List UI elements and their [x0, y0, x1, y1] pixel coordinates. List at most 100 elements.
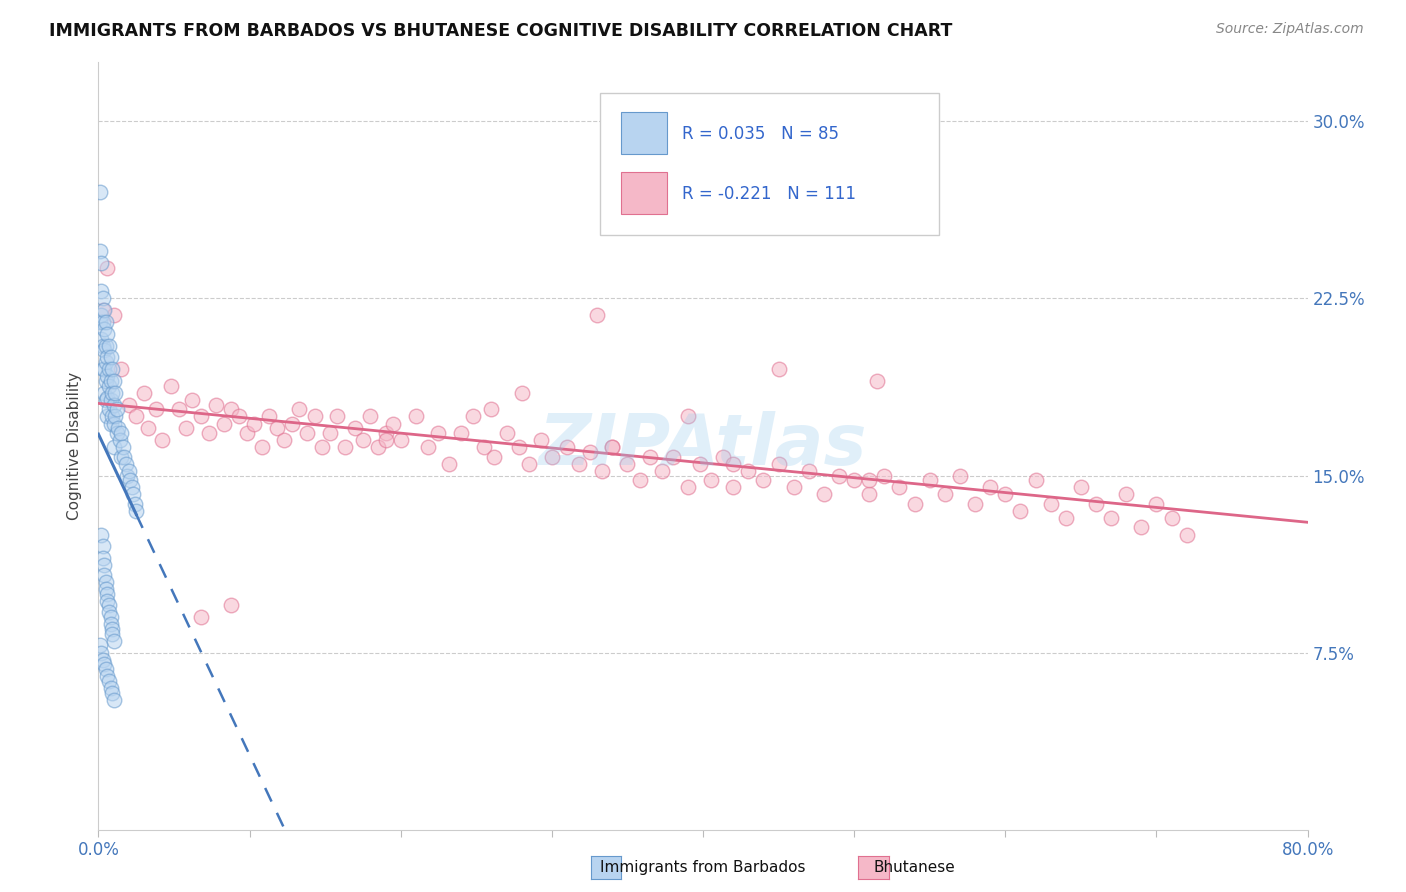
- Point: [1099, 511, 1122, 525]
- Text: Immigrants from Barbados: Immigrants from Barbados: [600, 860, 806, 874]
- Point: [107, 421, 129, 435]
- Point: [1115, 487, 1137, 501]
- Text: ZIPAtlas: ZIPAtlas: [538, 411, 868, 481]
- Point: [723, 457, 745, 471]
- Point: [295, 425, 318, 440]
- Text: Source: ZipAtlas.com: Source: ZipAtlas.com: [1216, 22, 1364, 37]
- Point: [934, 487, 956, 501]
- Point: [110, 362, 132, 376]
- Point: [508, 440, 530, 454]
- Point: [797, 464, 820, 478]
- Point: [94, 374, 117, 388]
- Point: [197, 425, 219, 440]
- Point: [382, 417, 405, 431]
- Point: [90, 646, 112, 660]
- Point: [723, 480, 745, 494]
- Point: [93, 362, 115, 376]
- Point: [844, 473, 866, 487]
- Point: [98, 402, 121, 417]
- Point: [463, 409, 485, 424]
- Point: [94, 315, 117, 329]
- Point: [160, 379, 183, 393]
- Point: [367, 440, 389, 454]
- Text: R = -0.221   N = 111: R = -0.221 N = 111: [682, 185, 856, 202]
- Point: [828, 468, 851, 483]
- Point: [517, 457, 540, 471]
- Point: [1010, 504, 1032, 518]
- Y-axis label: Cognitive Disability: Cognitive Disability: [67, 372, 83, 520]
- Point: [91, 339, 114, 353]
- Point: [93, 322, 115, 336]
- Point: [586, 308, 609, 322]
- Point: [89, 244, 111, 259]
- Point: [103, 440, 125, 454]
- FancyBboxPatch shape: [600, 93, 939, 235]
- Point: [602, 440, 624, 454]
- Point: [100, 351, 122, 365]
- Point: [136, 421, 159, 435]
- Point: [949, 468, 972, 483]
- Point: [711, 450, 734, 464]
- Point: [212, 417, 235, 431]
- Point: [326, 409, 349, 424]
- Point: [858, 473, 880, 487]
- Point: [737, 464, 759, 478]
- Point: [638, 450, 661, 464]
- Point: [1054, 511, 1077, 525]
- Point: [114, 457, 136, 471]
- Point: [103, 417, 125, 431]
- Point: [221, 599, 243, 613]
- Point: [257, 409, 280, 424]
- Point: [96, 326, 118, 341]
- Point: [228, 409, 250, 424]
- Point: [125, 409, 148, 424]
- Point: [676, 480, 699, 494]
- Point: [124, 497, 146, 511]
- Point: [91, 315, 114, 329]
- Point: [250, 440, 273, 454]
- Point: [752, 473, 775, 487]
- Point: [858, 487, 880, 501]
- Point: [89, 639, 111, 653]
- Point: [122, 487, 145, 501]
- Point: [111, 440, 134, 454]
- Point: [628, 473, 651, 487]
- Point: [1160, 511, 1182, 525]
- Point: [167, 402, 190, 417]
- Point: [98, 339, 121, 353]
- Point: [602, 440, 624, 454]
- Point: [205, 398, 228, 412]
- Point: [91, 539, 114, 553]
- Point: [96, 593, 118, 607]
- Point: [93, 657, 115, 672]
- Point: [103, 308, 125, 322]
- Point: [90, 527, 112, 541]
- Point: [90, 308, 112, 322]
- Point: [1130, 520, 1153, 534]
- Point: [90, 332, 112, 346]
- Point: [93, 343, 115, 358]
- Point: [101, 686, 124, 700]
- Bar: [621, 172, 666, 214]
- Point: [101, 385, 124, 400]
- Point: [591, 464, 613, 478]
- Point: [118, 464, 141, 478]
- Point: [243, 417, 266, 431]
- Point: [918, 473, 941, 487]
- Point: [1175, 527, 1198, 541]
- Point: [979, 480, 1001, 494]
- Point: [540, 450, 562, 464]
- Point: [100, 392, 122, 407]
- Point: [98, 599, 121, 613]
- Point: [481, 402, 503, 417]
- Bar: [621, 112, 666, 154]
- Point: [994, 487, 1017, 501]
- Point: [93, 303, 115, 318]
- Point: [110, 425, 132, 440]
- Point: [89, 186, 111, 200]
- Point: [103, 633, 125, 648]
- Point: [266, 421, 288, 435]
- Point: [568, 457, 591, 471]
- Point: [96, 391, 118, 405]
- Point: [91, 303, 114, 318]
